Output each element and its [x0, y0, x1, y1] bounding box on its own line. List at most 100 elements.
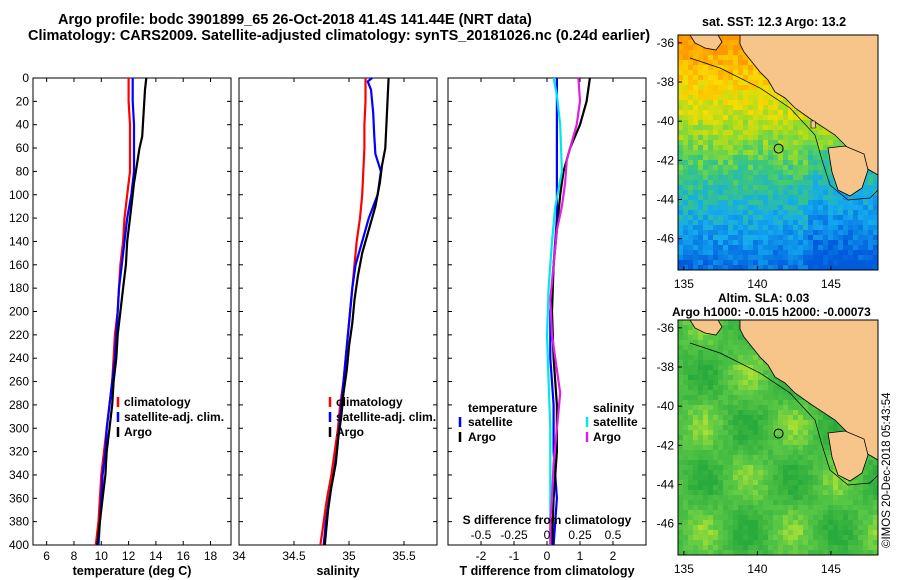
- sla-pixel: [823, 465, 829, 471]
- sst-pixel: [728, 155, 734, 161]
- sst-pixel: [763, 165, 769, 171]
- sla-pixel: [763, 405, 769, 411]
- sst-pixel: [763, 245, 769, 251]
- x-axis-label: T difference from climatology: [459, 564, 634, 578]
- depth-tick-label: 320: [9, 445, 29, 459]
- sst-pixel: [873, 180, 878, 186]
- sst-pixel: [793, 255, 799, 261]
- sla-pixel: [683, 545, 689, 551]
- sla-pixel: [828, 545, 834, 551]
- sla-pixel: [848, 505, 854, 511]
- sst-pixel: [763, 215, 769, 221]
- sst-pixel: [758, 90, 764, 96]
- sla-pixel: [703, 410, 709, 416]
- sst-pixel: [738, 195, 744, 201]
- sst-pixel: [778, 140, 784, 146]
- sst-pixel: [718, 105, 724, 111]
- sst-pixel: [788, 130, 794, 136]
- sst-pixel: [753, 250, 759, 256]
- sla-pixel: [823, 490, 829, 496]
- sla-pixel: [838, 495, 844, 501]
- map-lon-label: 135: [674, 277, 694, 291]
- sst-pixel: [758, 85, 764, 91]
- sst-pixel: [803, 165, 809, 171]
- sst-pixel: [693, 245, 699, 251]
- sla-pixel: [733, 450, 739, 456]
- sst-pixel: [723, 90, 729, 96]
- sla-pixel: [708, 390, 714, 396]
- sst-pixel: [738, 200, 744, 206]
- sla-pixel: [778, 485, 784, 491]
- sst-pixel: [688, 245, 694, 251]
- sst-pixel: [858, 255, 864, 261]
- sst-pixel: [723, 150, 729, 156]
- sst-pixel: [828, 230, 834, 236]
- x-axis-label: temperature (deg C): [73, 564, 192, 578]
- sla-pixel: [803, 550, 809, 555]
- sst-pixel: [768, 180, 774, 186]
- sla-pixel: [748, 435, 754, 441]
- sla-pixel: [833, 530, 839, 536]
- sla-pixel: [688, 520, 694, 526]
- sst-pixel: [743, 235, 749, 241]
- sst-pixel: [803, 185, 809, 191]
- sla-pixel: [823, 530, 829, 536]
- sla-pixel: [698, 385, 704, 391]
- sst-pixel: [678, 160, 684, 166]
- sla-pixel: [713, 360, 719, 366]
- sst-pixel: [748, 145, 754, 151]
- x-tick-label: -2: [476, 549, 487, 563]
- sst-pixel: [758, 220, 764, 226]
- sst-pixel: [748, 65, 754, 71]
- sst-pixel: [698, 50, 704, 56]
- sst-pixel: [703, 140, 709, 146]
- sst-pixel: [763, 250, 769, 256]
- sst-pixel: [813, 215, 819, 221]
- sst-pixel: [723, 75, 729, 81]
- sst-pixel: [803, 180, 809, 186]
- sla-pixel: [863, 510, 869, 516]
- sst-pixel: [693, 120, 699, 126]
- sst-pixel: [863, 180, 869, 186]
- sla-pixel: [728, 535, 734, 541]
- sst-pixel: [828, 170, 834, 176]
- sst-pixel: [718, 165, 724, 171]
- sla-pixel: [748, 430, 754, 436]
- sst-pixel: [713, 70, 719, 76]
- sst-pixel: [743, 155, 749, 161]
- sla-pixel: [723, 405, 729, 411]
- sla-pixel: [748, 485, 754, 491]
- sst-pixel: [868, 235, 874, 241]
- sst-pixel: [728, 130, 734, 136]
- sla-pixel: [843, 515, 849, 521]
- sla-pixel: [803, 535, 809, 541]
- sla-pixel: [723, 435, 729, 441]
- sst-pixel: [713, 170, 719, 176]
- sst-pixel: [708, 250, 714, 256]
- sst-pixel: [713, 250, 719, 256]
- sla-pixel: [763, 495, 769, 501]
- sla-pixel: [738, 425, 744, 431]
- sst-pixel: [793, 170, 799, 176]
- sst-pixel: [783, 145, 789, 151]
- sst-pixel: [723, 245, 729, 251]
- sst-pixel: [798, 165, 804, 171]
- sla-pixel: [873, 550, 878, 555]
- sst-pixel: [708, 215, 714, 221]
- map-lat-label: -42: [657, 153, 675, 167]
- sst-pixel: [708, 140, 714, 146]
- sst-pixel: [703, 255, 709, 261]
- sst-pixel: [753, 90, 759, 96]
- sla-pixel: [868, 495, 874, 501]
- sla-pixel: [848, 485, 854, 491]
- sst-pixel: [733, 45, 739, 51]
- sla-pixel: [708, 350, 714, 356]
- sst-pixel: [828, 250, 834, 256]
- sla-pixel: [808, 515, 814, 521]
- sla-pixel: [708, 455, 714, 461]
- sst-pixel: [738, 150, 744, 156]
- sst-pixel: [778, 225, 784, 231]
- sst-pixel: [728, 185, 734, 191]
- sst-pixel: [688, 205, 694, 211]
- depth-tick-label: 380: [9, 515, 29, 529]
